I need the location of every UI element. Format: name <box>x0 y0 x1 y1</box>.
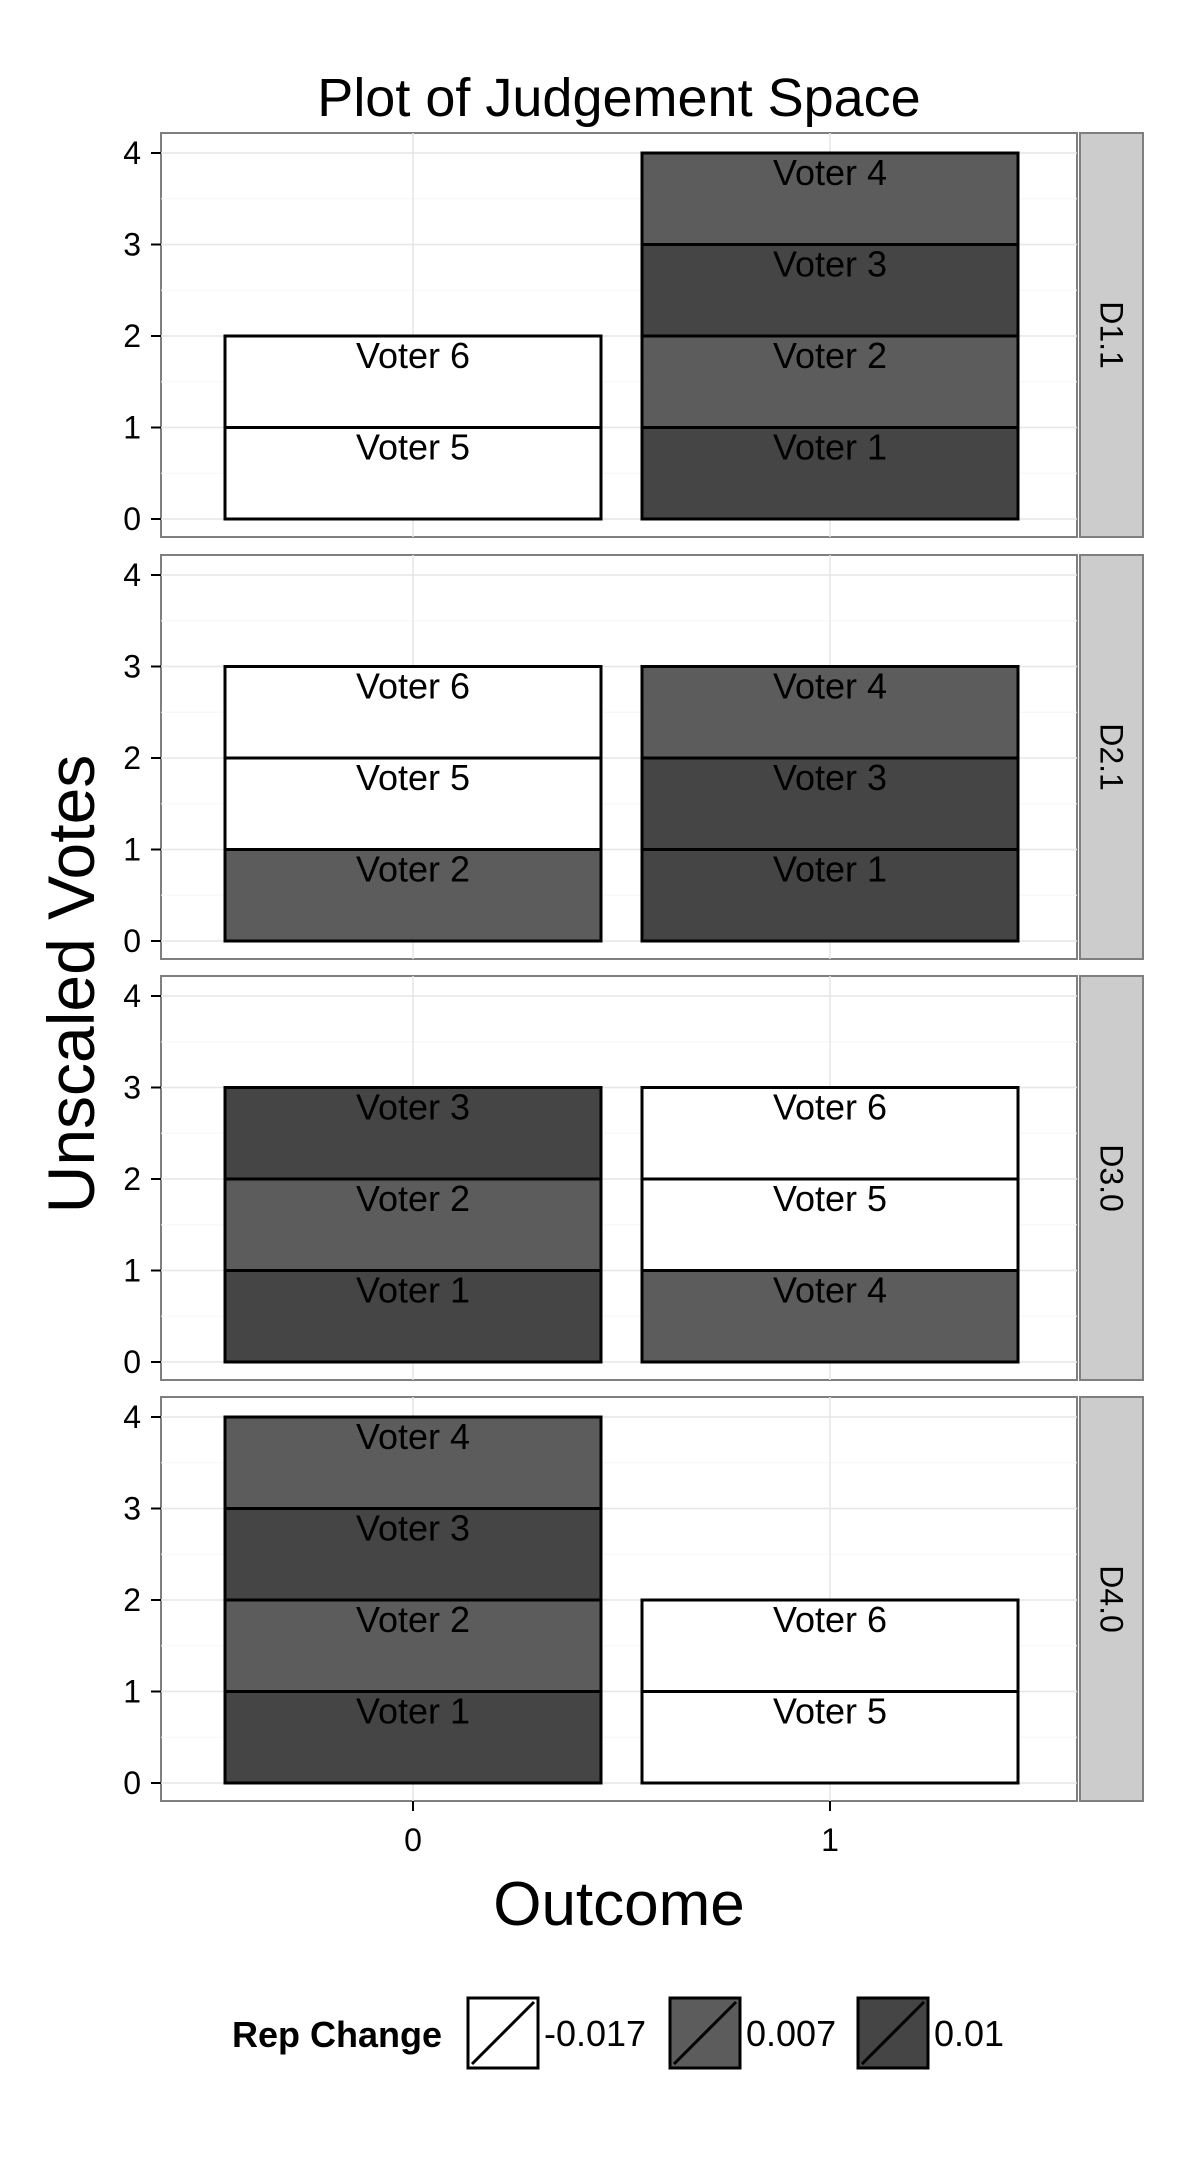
y-tick-label: 0 <box>123 1344 141 1380</box>
bar-segment <box>640 665 1020 760</box>
bar-segment <box>223 665 603 760</box>
bar-label: Voter 1 <box>773 849 887 890</box>
facet-strip <box>1079 1396 1144 1802</box>
bar-label: Voter 1 <box>356 1691 470 1732</box>
y-tick-label: 2 <box>123 1582 141 1618</box>
x-axis-label: Outcome <box>493 1870 745 1939</box>
bar-label: Voter 5 <box>356 757 470 798</box>
bar-label: Voter 3 <box>356 1087 470 1128</box>
y-tick-label: 2 <box>123 1161 141 1197</box>
y-tick-label: 0 <box>123 923 141 959</box>
bar-label: Voter 2 <box>356 849 470 890</box>
legend-label: 0.01 <box>934 2013 1004 2054</box>
bar-label: Voter 3 <box>356 1508 470 1549</box>
y-tick-label: 4 <box>123 1399 141 1435</box>
bar-segment <box>640 1177 1020 1272</box>
y-axis-label: Unscaled Votes <box>34 755 108 1214</box>
bar-label: Voter 6 <box>356 335 470 376</box>
facet-strip <box>1079 975 1144 1381</box>
facet-panels: 0 1 2 3 4 Voter 5 Voter 6 Voter 1 Voter 2 Voter 3… <box>123 132 1144 1802</box>
y-tick-label: 3 <box>123 227 141 263</box>
bar-label: Voter 2 <box>773 335 887 376</box>
bar-segment <box>223 1086 603 1181</box>
bar-label: Voter 1 <box>773 427 887 468</box>
bar-segment <box>223 1598 603 1693</box>
legend-key-slash <box>860 2000 926 2066</box>
bar-segment <box>640 1086 1020 1181</box>
bar-segment <box>223 1690 603 1785</box>
facet-label: D1.1 <box>1094 301 1130 369</box>
bar-label: Voter 2 <box>356 1599 470 1640</box>
y-tick-label: 1 <box>123 410 141 446</box>
facet-panel: 0 1 2 3 4 Voter 2 Voter 5 Voter 6 Voter 1 Voter 3… <box>123 554 1144 960</box>
bar-label: Voter 4 <box>773 1270 887 1311</box>
bar-label: Voter 6 <box>356 666 470 707</box>
y-tick-label: 1 <box>123 1253 141 1289</box>
y-tick-label: 2 <box>123 740 141 776</box>
x-tick-label: 0 <box>404 1822 422 1858</box>
bar-label: Voter 4 <box>773 666 887 707</box>
legend-key-slash <box>470 2000 536 2066</box>
y-tick-label: 4 <box>123 557 141 593</box>
bar-segment <box>640 151 1020 246</box>
chart-title: Plot of Judgement Space <box>317 68 920 128</box>
legend: Rep Change -0.017 0.007 0.01 <box>232 1996 1004 2070</box>
bar-label: Voter 4 <box>356 1416 470 1457</box>
y-tick-label: 3 <box>123 1491 141 1527</box>
bar-label: Voter 5 <box>773 1178 887 1219</box>
y-tick-label: 4 <box>123 978 141 1014</box>
facet-strip <box>1079 554 1144 960</box>
bar-label: Voter 5 <box>773 1691 887 1732</box>
y-tick-label: 2 <box>123 318 141 354</box>
bar-label: Voter 6 <box>773 1599 887 1640</box>
bar-segment <box>640 756 1020 851</box>
bar-segment <box>640 426 1020 521</box>
bar-segment <box>223 1177 603 1272</box>
legend-key-slash <box>672 2000 738 2066</box>
facet-label: D4.0 <box>1094 1565 1130 1633</box>
bar-segment <box>223 1507 603 1602</box>
facet-panel: 0 1 2 3 4 Voter 1 Voter 2 Voter 3 Voter 4 Voter 5… <box>123 975 1144 1381</box>
bar-label: Voter 1 <box>356 1270 470 1311</box>
facet-panel: 0 1 2 3 4 Voter 1 Voter 2 Voter 3 Voter 4 Voter 5… <box>123 1396 1144 1802</box>
y-tick-label: 4 <box>123 135 141 171</box>
facet-label: D3.0 <box>1094 1144 1130 1212</box>
y-tick-label: 3 <box>123 649 141 685</box>
bar-segment <box>223 1415 603 1510</box>
legend-label: 0.007 <box>746 2013 836 2054</box>
legend-title: Rep Change <box>232 2014 442 2055</box>
facet-label: D2.1 <box>1094 723 1130 791</box>
bar-label: Voter 3 <box>773 757 887 798</box>
bar-label: Voter 5 <box>356 427 470 468</box>
y-tick-label: 0 <box>123 501 141 537</box>
y-tick-label: 0 <box>123 1765 141 1801</box>
bar-label: Voter 2 <box>356 1178 470 1219</box>
bar-segment <box>640 1269 1020 1364</box>
x-tick-label: 1 <box>821 1822 839 1858</box>
bar-label: Voter 6 <box>773 1087 887 1128</box>
bar-label: Voter 3 <box>773 244 887 285</box>
bar-segment <box>640 848 1020 943</box>
bar-segment <box>223 426 603 521</box>
y-tick-label: 1 <box>123 832 141 868</box>
y-tick-label: 3 <box>123 1070 141 1106</box>
bar-segment <box>640 1598 1020 1693</box>
bar-segment <box>223 334 603 429</box>
legend-label: -0.017 <box>544 2013 646 2054</box>
facet-strip <box>1079 132 1144 538</box>
bar-label: Voter 4 <box>773 152 887 193</box>
bar-segment <box>223 756 603 851</box>
y-tick-label: 1 <box>123 1674 141 1710</box>
bar-segment <box>223 848 603 943</box>
facet-panel: 0 1 2 3 4 Voter 5 Voter 6 Voter 1 Voter 2 Voter 3… <box>123 132 1144 538</box>
